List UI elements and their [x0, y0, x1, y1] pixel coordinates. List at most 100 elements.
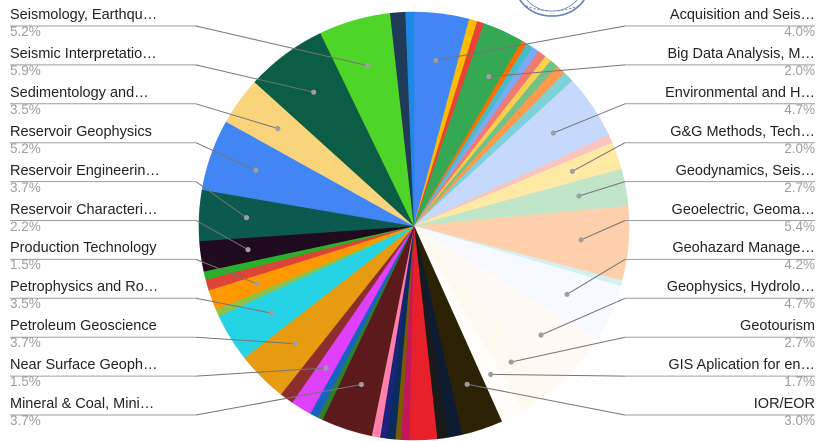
- slice-label-percent: 3.7%: [10, 179, 41, 195]
- slice-label: Petrophysics and Ro… 3.5%: [10, 279, 200, 312]
- slice-label-name: Reservoir Characteri…: [10, 201, 158, 218]
- leader-line: [195, 142, 257, 171]
- leader-dot: [569, 168, 576, 174]
- slice-label-percent: 4.7%: [784, 101, 815, 117]
- slice-label: Seismology, Earthqu… 5.2%: [10, 7, 200, 40]
- slice-label: Petroleum Geoscience 3.7%: [10, 318, 200, 351]
- slice-label: Reservoir Characteri… 2.2%: [10, 202, 200, 235]
- slice-label-percent: 2.7%: [784, 335, 815, 351]
- leader-dot: [538, 332, 544, 338]
- slice-label-name: Geodynamics, Seis…: [675, 162, 815, 179]
- slice-label: Big Data Analysis, M… 2.0%: [625, 46, 815, 79]
- slice-label-name: Petrophysics and Ro…: [10, 279, 159, 296]
- slice-label: Mineral & Coal, Mini… 3.7%: [10, 396, 200, 429]
- slice-label: Geophysics, Hydrolo… 4.7%: [625, 279, 815, 312]
- leader-line: [195, 103, 278, 129]
- slice-label-percent: 2.0%: [784, 62, 815, 78]
- leader-line: [195, 297, 271, 314]
- slice-label-percent: 2.7%: [784, 179, 815, 195]
- leader-line: [195, 336, 296, 345]
- slice-label-name: Geotourism: [740, 318, 815, 335]
- leader-dot: [358, 381, 364, 388]
- slice-label: Production Technology 1.5%: [10, 240, 200, 273]
- slice-label-percent: 1.5%: [10, 257, 41, 273]
- leader-dot: [564, 291, 570, 297]
- slice-label: GIS Aplication for en… 1.7%: [625, 357, 815, 390]
- slice-label: Geotourism 2.7%: [625, 318, 815, 351]
- slice-label-percent: 3.7%: [10, 413, 41, 428]
- slice-label: Reservoir Geophysics 5.2%: [10, 124, 200, 157]
- leader-line: [195, 181, 247, 219]
- slice-label-name: Production Technology: [10, 240, 157, 257]
- leader-dot: [245, 247, 251, 253]
- leader-dot: [254, 281, 260, 287]
- slice-label-percent: 5.2%: [10, 24, 41, 39]
- pie-slice-50: [405, 11, 415, 227]
- leader-line: [195, 220, 249, 251]
- slice-label-percent: 1.5%: [10, 374, 41, 390]
- slice-label-percent: 4.2%: [784, 257, 815, 273]
- leader-dot: [486, 74, 492, 80]
- slice-label-name: G&G Methods, Tech…: [670, 123, 815, 140]
- leader-dot: [550, 130, 556, 136]
- leader-line: [553, 103, 626, 134]
- leader-line: [511, 336, 626, 363]
- slice-label-percent: 4.7%: [784, 296, 815, 312]
- leader-dot: [268, 310, 274, 316]
- leader-line: [490, 373, 626, 377]
- slice-label-percent: 5.2%: [10, 140, 41, 156]
- slice-label-name: Big Data Analysis, M…: [667, 45, 815, 62]
- leader-line: [195, 367, 326, 377]
- leader-dot: [488, 371, 494, 377]
- slice-label: Reservoir Engineerin… 3.7%: [10, 163, 200, 196]
- slice-label-name: Seismic Interpretatio…: [10, 45, 157, 62]
- slice-label: Geohazard Manage… 4.2%: [625, 240, 815, 273]
- slice-label-name: Mineral & Coal, Mini…: [10, 396, 155, 412]
- slice-label-name: Near Surface Geoph…: [10, 357, 158, 374]
- leader-line: [578, 181, 626, 197]
- leader-line: [467, 383, 626, 416]
- slice-label-name: Reservoir Geophysics: [10, 123, 152, 140]
- leader-line: [540, 297, 626, 336]
- slice-label-percent: 3.7%: [10, 335, 41, 351]
- pie-slices: [198, 11, 630, 441]
- slice-label-percent: 3.5%: [10, 101, 41, 117]
- leader-dot: [576, 193, 582, 199]
- slice-label-name: Seismology, Earthqu…: [10, 7, 158, 23]
- slice-label-name: IOR/EOR: [753, 396, 815, 412]
- slice-label-name: Geohazard Manage…: [672, 240, 815, 257]
- leader-line: [572, 142, 626, 172]
- leader-dot: [311, 89, 317, 95]
- slice-label-percent: 5.4%: [784, 218, 815, 234]
- leader-dot: [243, 215, 250, 221]
- slice-label-percent: 3.0%: [784, 413, 815, 428]
- slice-label-name: Environmental and H…: [665, 84, 815, 101]
- leader-dot: [323, 365, 329, 371]
- leader-dot: [275, 125, 281, 132]
- slice-label-percent: 4.0%: [784, 24, 815, 39]
- leader-dot: [433, 57, 439, 64]
- slice-label: Geoelectric, Geoma… 5.4%: [625, 202, 815, 235]
- slice-label: Seismic Interpretatio… 5.9%: [10, 46, 200, 79]
- slice-label-name: Geoelectric, Geoma…: [671, 201, 815, 218]
- slice-label-name: Reservoir Engineerin…: [10, 162, 160, 179]
- leader-line: [580, 220, 626, 241]
- leader-line: [195, 25, 368, 67]
- slice-label-name: Geophysics, Hydrolo…: [666, 279, 815, 296]
- slice-label-name: Petroleum Geoscience: [10, 318, 157, 335]
- slice-label-percent: 5.9%: [10, 62, 41, 78]
- slice-label: Acquisition and Seis… 4.0%: [625, 7, 815, 40]
- slice-label: IOR/EOR 3.0%: [625, 396, 815, 429]
- slice-label-percent: 2.2%: [10, 218, 41, 234]
- leader-line: [435, 25, 626, 61]
- leader-line: [488, 64, 626, 78]
- slice-label-percent: 3.5%: [10, 296, 41, 312]
- leader-dot: [578, 237, 584, 243]
- slice-label: G&G Methods, Tech… 2.0%: [625, 124, 815, 157]
- leader-line: [195, 64, 314, 93]
- leader-lines: [10, 25, 815, 416]
- slice-label: Geodynamics, Seis… 2.7%: [625, 163, 815, 196]
- slice-label: Environmental and H… 4.7%: [625, 85, 815, 118]
- slice-label-percent: 1.7%: [784, 374, 815, 390]
